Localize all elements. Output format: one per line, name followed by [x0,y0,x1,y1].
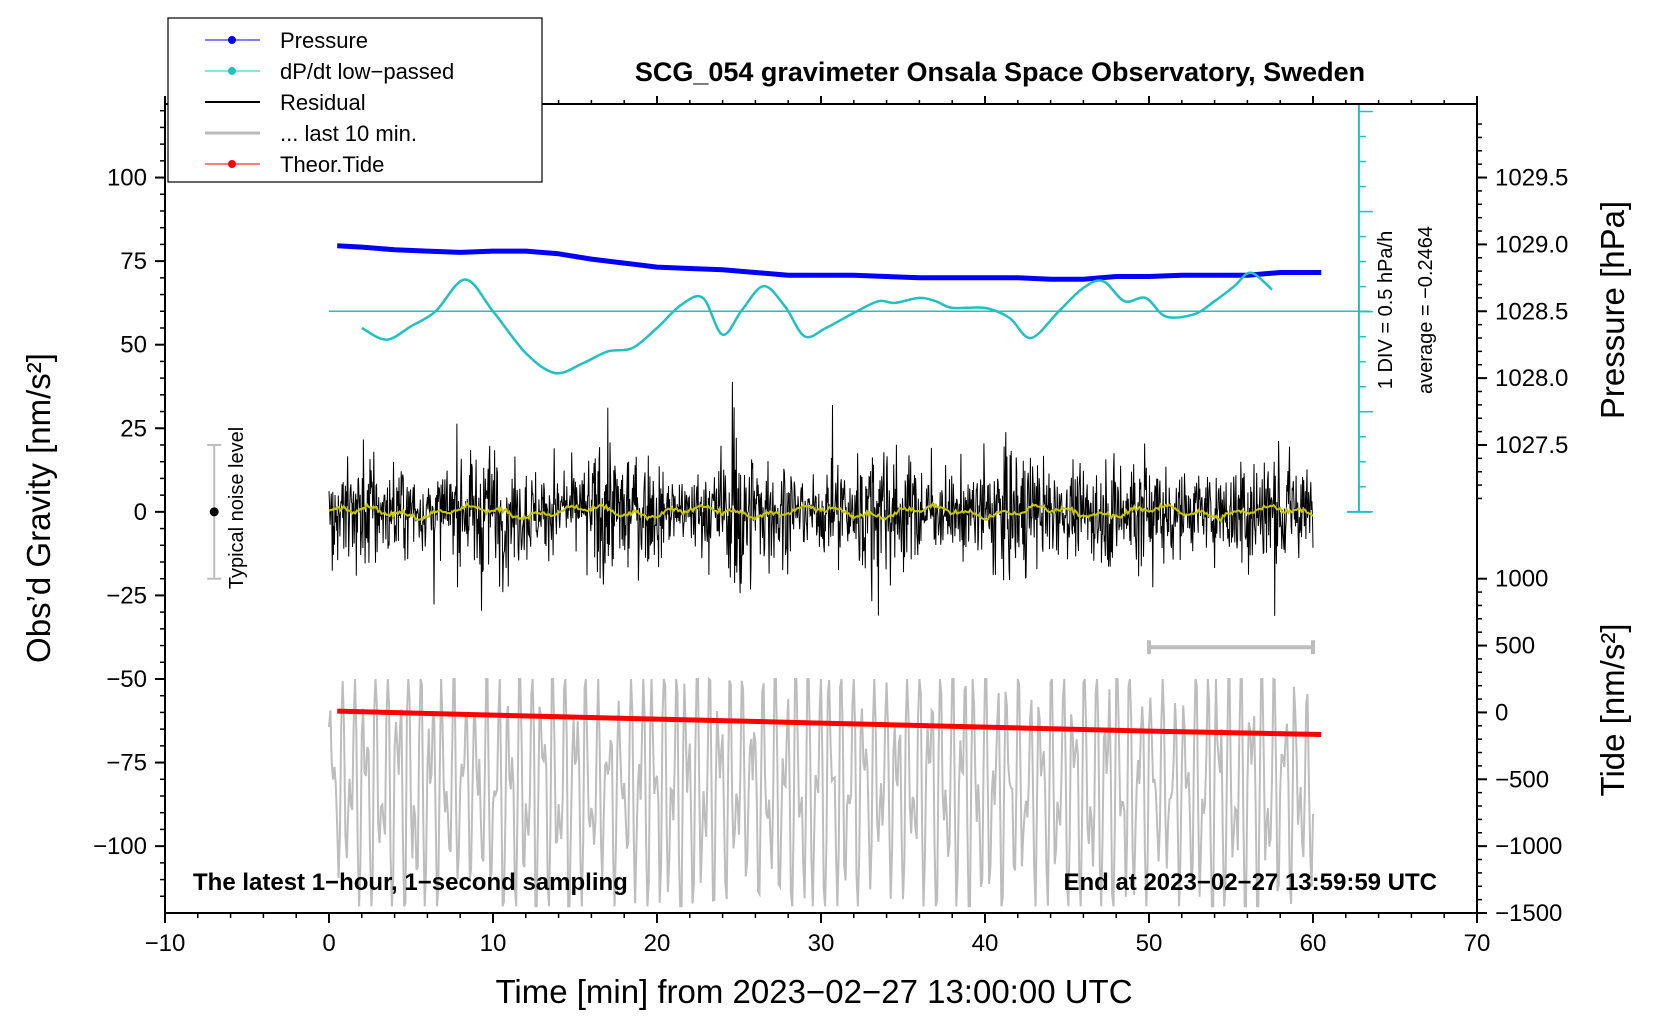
x-tick-label: 70 [1464,930,1491,957]
legend-marker [228,36,236,44]
x-tick-label: 10 [480,930,507,957]
residual-series [328,381,1314,616]
dpdt-series [329,104,1373,513]
y-tick-label: 25 [120,415,147,442]
legend-marker [228,160,236,168]
y-axis-title-left: Obs’d Gravity [nm/s²] [20,353,57,663]
x-tick-label: 30 [808,930,835,957]
theor-tide-series [337,708,1322,737]
y-tick-label: 75 [120,248,147,275]
legend-label: Theor.Tide [280,152,384,177]
y-tick-label: −75 [106,750,147,777]
dpdt-average-label: average = −0.2464 [1415,226,1437,394]
pressure-series [337,243,1322,282]
residual-line [328,381,1314,616]
x-tick-label: −10 [145,930,186,957]
tide-tick-label: −1000 [1495,833,1562,860]
legend-label: Residual [280,90,366,115]
y-tick-label: −25 [106,582,147,609]
y-tick-label: 0 [134,499,147,526]
tide-tick-label: 1000 [1495,566,1548,593]
x-axis-title: Time [min] from 2023−02−27 13:00:00 UTC [495,973,1132,1010]
pressure-line [337,243,1322,282]
legend-marker [228,67,236,75]
x-tick-label: 50 [1136,930,1163,957]
y-tick-label: −100 [93,833,147,860]
tide-tick-label: −500 [1495,766,1549,793]
tide-tick-label: 0 [1495,699,1508,726]
y-axis-title-tide: Tide [nm/s²] [1594,624,1631,797]
residual-smoothed-line [328,501,1314,524]
x-tick-label: 40 [972,930,999,957]
legend: Pressure dP/dt low−passed Residual ... last… [167,17,543,183]
pressure-tick-label: 1028.5 [1495,298,1568,325]
noise-center-dot [209,507,219,517]
dpdt-scale-label: 1 DIV = 0.5 hPa/h [1375,231,1397,389]
y-tick-label: −50 [106,666,147,693]
last-10-min-series [328,640,1315,908]
tide-tick-label: −1500 [1495,900,1562,927]
sampling-note: The latest 1−hour, 1−second sampling [193,869,628,896]
x-tick-label: 20 [644,930,671,957]
last-10-min-line [328,676,1314,908]
pressure-tick-label: 1028.0 [1495,365,1568,392]
y-tick-label: 50 [120,332,147,359]
noise-level-label: Typical noise level [226,427,248,589]
axes: −10 0 10 20 30 40 50 60 701007550250−25−50−75−10… [93,96,1568,957]
x-tick-label: 0 [322,930,335,957]
legend-label: Pressure [280,28,368,53]
pressure-tick-label: 1029.5 [1495,165,1568,192]
y-tick-label: 100 [107,165,147,192]
legend-box [167,17,543,183]
legend-label: dP/dt low−passed [280,59,454,84]
dpdt-curve [361,271,1273,375]
legend-label: ... last 10 min. [280,121,417,146]
theor-tide-line [337,708,1322,737]
end-time-note: End at 2023−02−27 13:59:59 UTC [1063,869,1437,896]
pressure-tick-label: 1029.0 [1495,231,1568,258]
tide-tick-label: 500 [1495,633,1535,660]
pressure-tick-label: 1027.5 [1495,432,1568,459]
y-axis-title-pressure: Pressure [hPa] [1594,201,1631,419]
chart-title: SCG_054 gravimeter Onsala Space Observat… [635,57,1365,87]
x-tick-label: 60 [1300,930,1327,957]
